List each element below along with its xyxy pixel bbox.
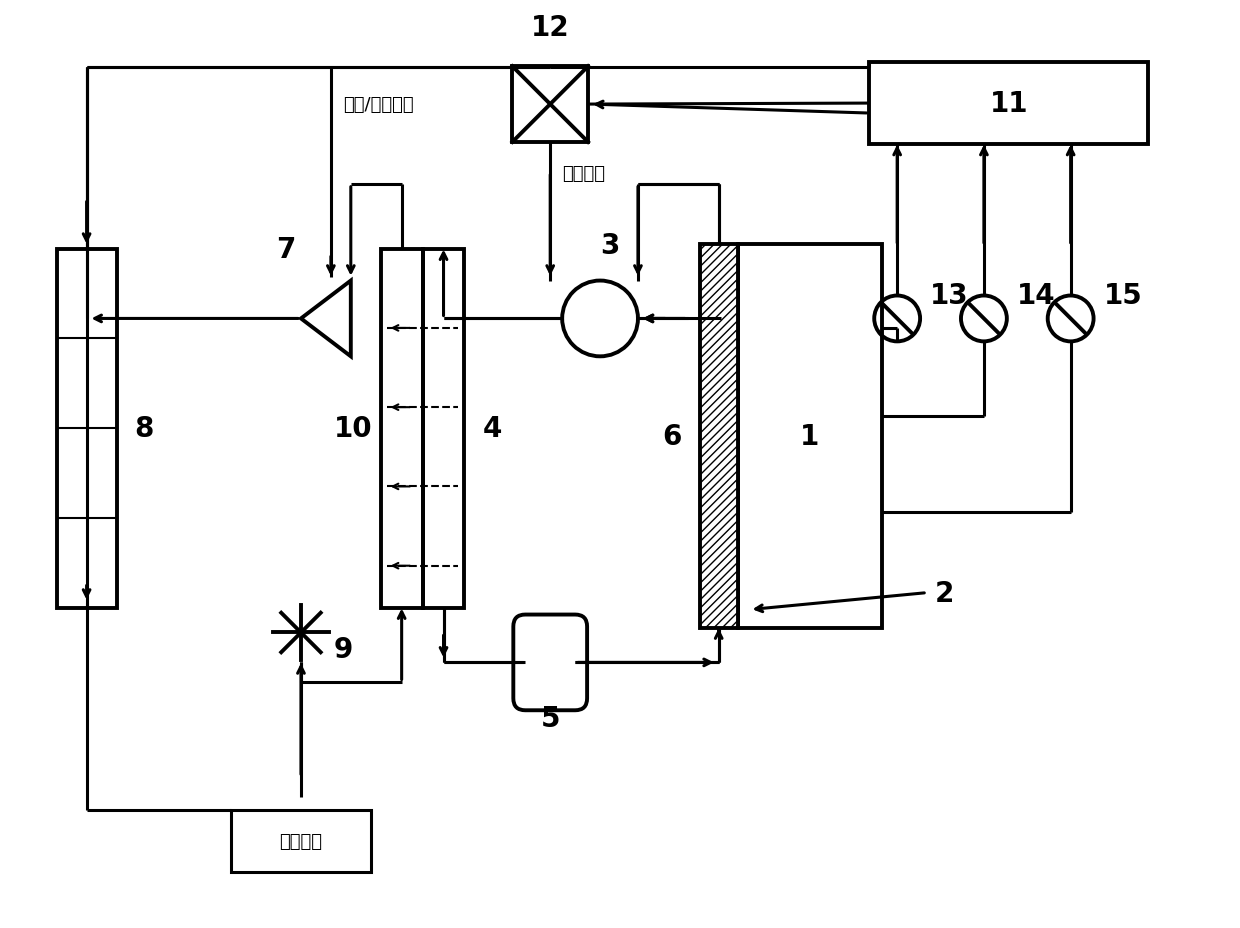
Text: 2: 2 bbox=[935, 579, 954, 607]
Text: 15: 15 bbox=[1104, 282, 1142, 310]
Text: 7: 7 bbox=[277, 236, 295, 264]
Text: 12: 12 bbox=[531, 14, 569, 42]
Text: 11: 11 bbox=[990, 90, 1028, 118]
Bar bbox=[512, 67, 588, 143]
Bar bbox=[231, 810, 371, 871]
Bar bbox=[381, 250, 423, 608]
Text: 4: 4 bbox=[482, 415, 502, 443]
Bar bbox=[699, 244, 738, 628]
Text: 启停/转速控制: 启停/转速控制 bbox=[342, 96, 413, 114]
Text: 1: 1 bbox=[800, 422, 820, 450]
Text: 9: 9 bbox=[334, 636, 352, 664]
Bar bbox=[738, 244, 882, 628]
Bar bbox=[57, 250, 117, 608]
Text: 10: 10 bbox=[334, 415, 372, 443]
Text: 6: 6 bbox=[662, 422, 682, 450]
Text: 14: 14 bbox=[1017, 282, 1055, 310]
Text: 8: 8 bbox=[135, 415, 154, 443]
Text: 开度控制: 开度控制 bbox=[279, 832, 322, 850]
Bar bbox=[423, 250, 465, 608]
Text: 3: 3 bbox=[600, 231, 620, 259]
Text: 5: 5 bbox=[541, 704, 560, 732]
Bar bbox=[869, 63, 1148, 145]
Text: 启停控制: 启停控制 bbox=[562, 165, 605, 183]
Text: 13: 13 bbox=[930, 282, 968, 310]
